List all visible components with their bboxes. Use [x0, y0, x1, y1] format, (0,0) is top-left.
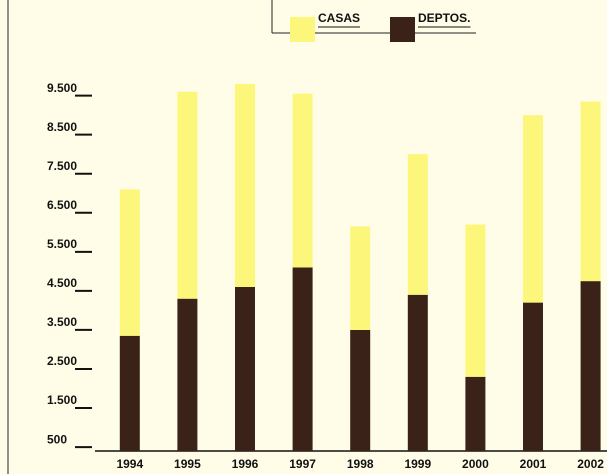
- x-tick-label: 1994: [116, 457, 143, 471]
- y-tick-label: 4.500: [47, 276, 77, 290]
- bar-segment: [523, 302, 543, 451]
- bar-segment: [235, 286, 255, 451]
- bar-segment: [465, 376, 486, 451]
- y-tick-label: 9.500: [47, 81, 77, 95]
- x-tick-label: 1999: [404, 457, 431, 471]
- legend-swatch: [290, 17, 315, 42]
- bar-segment: [465, 224, 486, 377]
- bar-segment: [580, 101, 601, 282]
- bar-segment: [292, 267, 313, 451]
- x-tick-label: 2002: [577, 457, 604, 471]
- bar-segment: [580, 281, 601, 451]
- bar-segment: [350, 329, 371, 451]
- x-tick-label: 1996: [232, 457, 259, 471]
- bar-segment: [119, 335, 140, 451]
- bar-segment: [177, 91, 198, 299]
- y-tick-label: 3.500: [47, 315, 77, 329]
- bar-segment: [523, 115, 543, 303]
- x-tick-label: 2000: [462, 457, 489, 471]
- bar-segment: [407, 154, 428, 295]
- y-tick-label: 2.500: [47, 354, 77, 368]
- y-tick-label: 1.500: [47, 393, 77, 407]
- x-tick-label: 1998: [347, 457, 374, 471]
- bar-segment: [177, 298, 198, 451]
- bar-segment: [235, 83, 255, 287]
- y-tick-label: 7.500: [47, 159, 77, 173]
- bar-segment: [119, 189, 140, 336]
- y-tick-label: 500: [47, 432, 67, 446]
- x-tick-label: 2001: [520, 457, 547, 471]
- bar-segment: [350, 226, 371, 330]
- legend-label: CASAS: [318, 11, 360, 25]
- x-tick-label: 1997: [289, 457, 316, 471]
- bar-segment: [407, 294, 428, 451]
- y-tick-label: 8.500: [47, 120, 77, 134]
- bar-segment: [292, 93, 313, 268]
- y-tick-label: 5.500: [47, 237, 77, 251]
- legend-label: DEPTOS.: [418, 11, 470, 25]
- x-tick-label: 1995: [174, 457, 201, 471]
- legend-swatch: [390, 17, 415, 42]
- y-tick-label: 6.500: [47, 198, 77, 212]
